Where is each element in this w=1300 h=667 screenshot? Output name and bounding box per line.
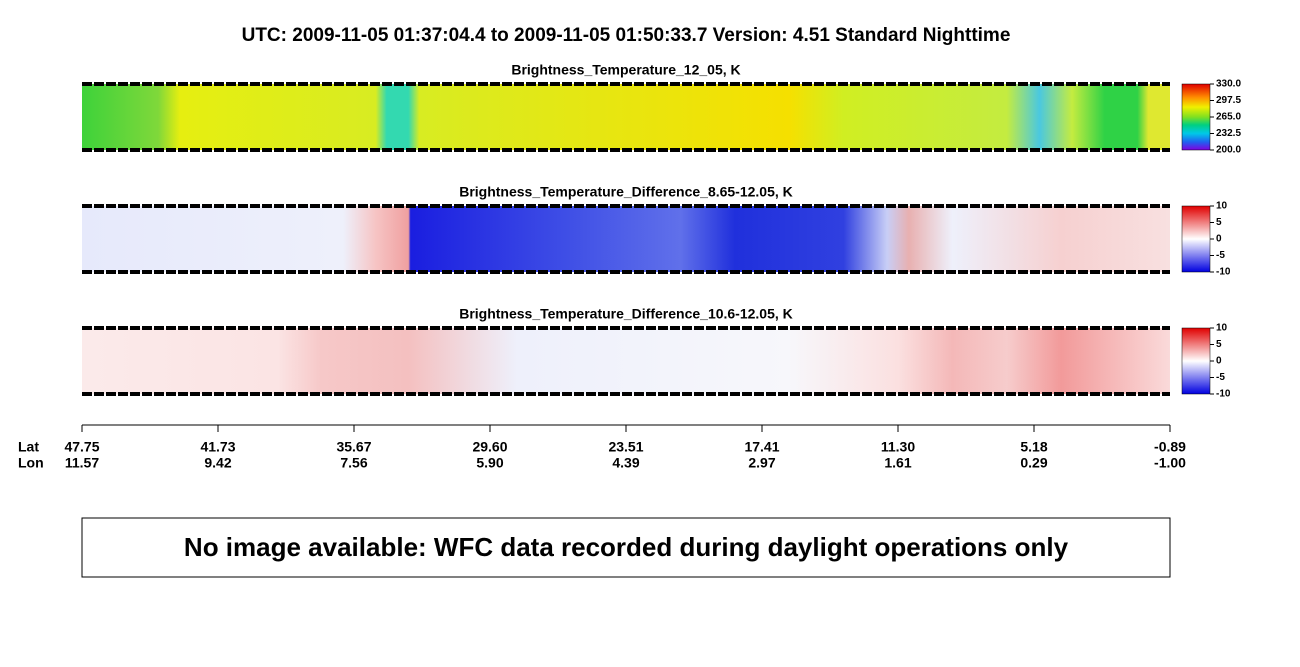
colorbar-label: 0 [1216, 234, 1222, 245]
lon-tick-label: 4.39 [612, 455, 639, 471]
notice-box [81, 517, 1171, 578]
colorbar-label: 5 [1216, 339, 1222, 350]
image-strip [82, 328, 1170, 394]
lat-tick-label: 11.30 [881, 439, 915, 455]
image-strip [82, 84, 1170, 150]
lat-tick-label: 17.41 [744, 439, 779, 455]
title: UTC: 2009-11-05 01:37:04.4 to 2009-11-05… [242, 25, 1011, 46]
lat-tick-label: -0.89 [1154, 439, 1186, 455]
colorbar-label: 265.0 [1216, 112, 1241, 123]
colorbar-label: -5 [1216, 372, 1225, 383]
colorbar-label: 297.5 [1216, 95, 1241, 106]
colorbar-label: -10 [1216, 267, 1231, 278]
colorbar-label: 10 [1216, 201, 1228, 212]
lat-tick-label: 47.75 [64, 439, 99, 455]
colorbar [1181, 327, 1211, 395]
colorbar [1181, 83, 1211, 151]
colorbar-label: 10 [1216, 323, 1228, 334]
lon-tick-label: -1.00 [1154, 455, 1186, 471]
lon-tick-label: 2.97 [748, 455, 775, 471]
lat-tick-label: 35.67 [336, 439, 371, 455]
colorbar-label: 200.0 [1216, 145, 1241, 156]
lat-tick-label: 41.73 [200, 439, 235, 455]
lon-tick-label: 1.61 [884, 455, 911, 471]
lon-tick-label: 5.90 [476, 455, 503, 471]
colorbar-label: -10 [1216, 389, 1231, 400]
colorbar-label: 5 [1216, 217, 1222, 228]
lon-tick-label: 0.29 [1020, 455, 1047, 471]
panel-title: Brightness_Temperature_Difference_10.6-1… [459, 306, 793, 322]
colorbar [1181, 205, 1211, 273]
lon-tick-label: 11.57 [65, 455, 99, 471]
colorbar-label: 232.5 [1216, 128, 1241, 139]
colorbar-label: -5 [1216, 250, 1225, 261]
lon-tick-label: 9.42 [204, 455, 231, 471]
lon-label: Lon [18, 455, 44, 471]
lat-tick-label: 5.18 [1020, 439, 1047, 455]
panel-title: Brightness_Temperature_12_05, K [511, 62, 740, 78]
colorbar-label: 330.0 [1216, 79, 1241, 90]
panel-title: Brightness_Temperature_Difference_8.65-1… [459, 184, 793, 200]
lat-tick-label: 29.60 [472, 439, 507, 455]
notice: No image available: WFC data recorded du… [184, 532, 1069, 562]
lat-label: Lat [18, 439, 39, 455]
lon-tick-label: 7.56 [340, 455, 367, 471]
colorbar-label: 0 [1216, 356, 1222, 367]
lat-tick-label: 23.51 [608, 439, 643, 455]
image-strip [82, 206, 1170, 272]
